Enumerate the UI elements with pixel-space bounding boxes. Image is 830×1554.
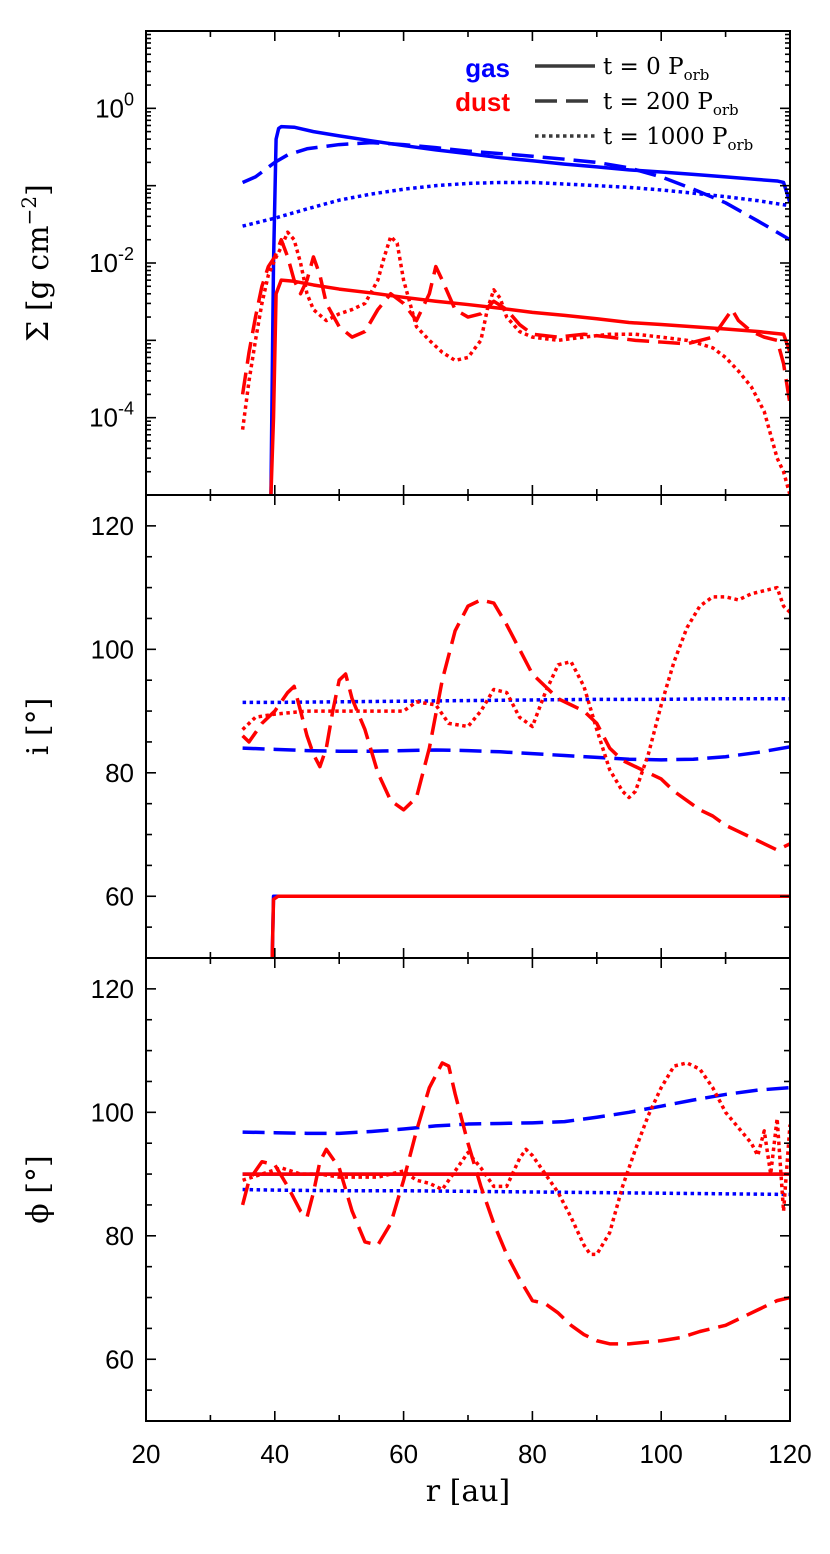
panel-frame bbox=[145, 494, 791, 959]
series-group-phi bbox=[240, 1061, 790, 1346]
y-tick-label: 60 bbox=[105, 1344, 134, 1374]
legend-label-dotted: t = 1000 Porb bbox=[603, 124, 753, 154]
series-group-inclination bbox=[241, 585, 790, 958]
series-line-inclination-dust-dashed bbox=[241, 598, 790, 852]
series-line-sigma-gas-dotted bbox=[242, 180, 790, 228]
series-line-phi-dust-dashed bbox=[240, 1061, 790, 1346]
y-tick-label: 120 bbox=[91, 974, 134, 1004]
chart-legend: gas dust t = 0 Porb t = 200 Porb t = 1000 Po… bbox=[455, 53, 753, 154]
panel-sigma: 100 10-2 10-4 Σ [g cm−2] bbox=[17, 30, 791, 496]
series-group-sigma bbox=[240, 124, 790, 495]
series-line-inclination-gas-dotted bbox=[242, 696, 790, 705]
series-line-phi-dust-dotted bbox=[242, 1061, 790, 1257]
y-tick-label: 80 bbox=[105, 758, 134, 788]
legend-label-solid: t = 0 Porb bbox=[603, 54, 709, 84]
chart-panels: 100 10-2 10-4 Σ [g cm−2] 60 80 100 120 i [°] 60 80… bbox=[17, 30, 791, 1422]
x-tick-label: 60 bbox=[389, 1439, 418, 1469]
x-axis-label-group: 20 40 60 80 100 120 r [au] bbox=[132, 1439, 812, 1509]
panel-inclination: 60 80 100 120 i [°] bbox=[21, 494, 791, 959]
x-tick-label: 80 bbox=[518, 1439, 547, 1469]
y-tick-label: 80 bbox=[105, 1221, 134, 1251]
y-tick-label: 100 bbox=[91, 634, 134, 664]
y-tick-label: 100 bbox=[91, 1097, 134, 1127]
y-axis-label-phi: ϕ [°] bbox=[21, 1155, 56, 1223]
x-tick-label: 40 bbox=[260, 1439, 289, 1469]
series-line-sigma-dust-solid bbox=[269, 278, 790, 495]
series-line-sigma-dust-dashed bbox=[240, 237, 790, 405]
legend-species-gas: gas bbox=[465, 53, 510, 83]
y-tick-label: 60 bbox=[105, 881, 134, 911]
series-line-phi-gas-dotted bbox=[242, 1187, 790, 1197]
y-axis-label-sigma: Σ [g cm−2] bbox=[17, 184, 56, 342]
series-line-sigma-gas-solid bbox=[269, 124, 790, 495]
legend-species-dust: dust bbox=[455, 87, 510, 117]
y-tick-label: 100 bbox=[95, 89, 134, 123]
series-line-inclination-dust-dotted bbox=[241, 585, 790, 800]
series-line-inclination-gas-solid bbox=[270, 894, 790, 958]
x-axis-label: r [au] bbox=[426, 1474, 511, 1509]
panel-phi: 60 80 100 120 ϕ [°] bbox=[21, 957, 791, 1422]
y-tick-label: 120 bbox=[91, 511, 134, 541]
x-tick-label: 120 bbox=[768, 1439, 811, 1469]
panel-frame bbox=[145, 957, 791, 1422]
series-line-sigma-gas-dashed bbox=[241, 140, 790, 242]
series-line-phi-gas-dashed bbox=[242, 1085, 790, 1136]
y-tick-label: 10-4 bbox=[89, 399, 134, 433]
x-tick-label: 100 bbox=[640, 1439, 683, 1469]
series-line-sigma-dust-dotted bbox=[240, 230, 790, 495]
series-line-inclination-dust-solid bbox=[270, 894, 790, 958]
y-axis-label-inclination: i [°] bbox=[21, 698, 56, 756]
y-tick-label: 10-2 bbox=[89, 244, 134, 278]
legend-label-dashed: t = 200 Porb bbox=[603, 89, 739, 119]
x-tick-label: 20 bbox=[132, 1439, 161, 1469]
